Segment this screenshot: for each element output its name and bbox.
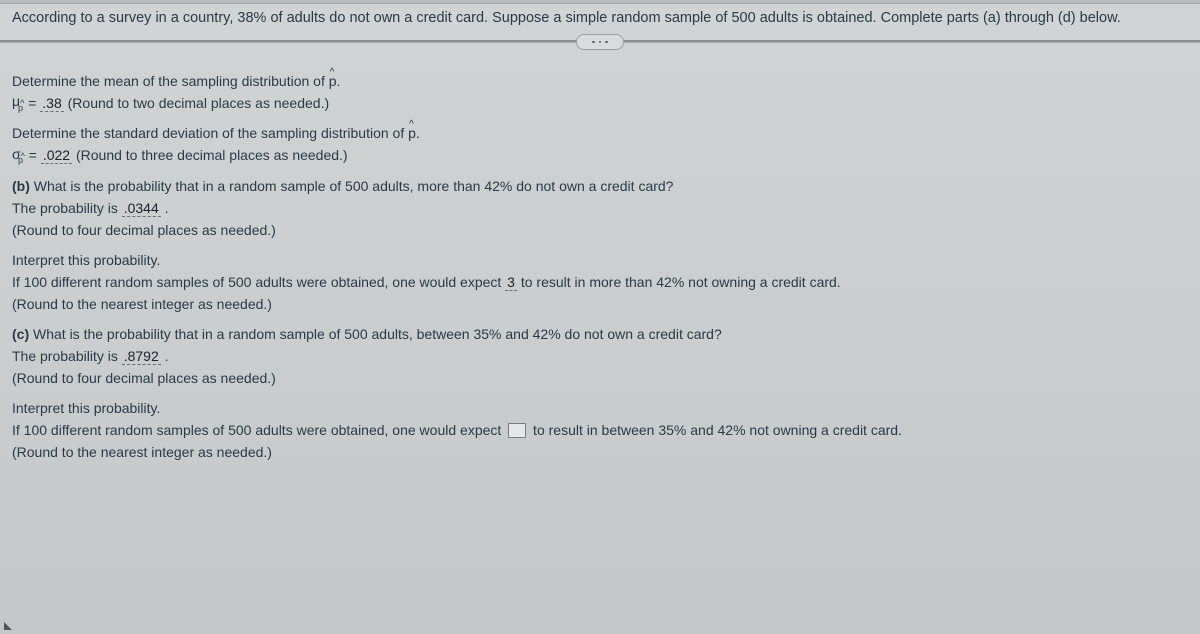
period: . — [161, 348, 169, 364]
question-content: Determine the mean of the sampling distr… — [0, 49, 1200, 470]
part-c-prob-answer[interactable]: .8792 — [122, 348, 161, 365]
prob-label: The probability is — [12, 200, 122, 216]
part-b-prob-answer[interactable]: .0344 — [122, 200, 161, 217]
period: . — [161, 200, 169, 216]
sd-prompt-text: Determine the standard deviation of the … — [12, 125, 408, 141]
sd-hint: (Round to three decimal places as needed… — [72, 147, 348, 163]
part-c-text: What is the probability that in a random… — [33, 326, 722, 342]
part-b-text: What is the probability that in a random… — [34, 178, 674, 194]
part-b-prob-line: The probability is .0344 . — [12, 200, 1188, 216]
interp-text-a: If 100 different random samples of 500 a… — [12, 274, 505, 290]
mean-prompt: Determine the mean of the sampling distr… — [12, 73, 1188, 89]
part-c-interpret-prompt: Interpret this probability. — [12, 400, 1188, 416]
interp-text-a: If 100 different random samples of 500 a… — [12, 422, 505, 438]
mean-prompt-text: Determine the mean of the sampling distr… — [12, 73, 329, 89]
part-c-interpret-line: If 100 different random samples of 500 a… — [12, 422, 1188, 439]
part-b-interp-answer[interactable]: 3 — [505, 274, 517, 291]
part-c-prob-line: The probability is .8792 . — [12, 348, 1188, 364]
sd-answer-line: σ^ p = .022 (Round to three decimal plac… — [12, 147, 1188, 163]
part-c-round-hint: (Round to four decimal places as needed.… — [12, 370, 1188, 386]
equals: = — [25, 147, 41, 163]
mean-hint: (Round to two decimal places as needed.) — [64, 95, 329, 111]
sigma-phat-symbol: σ^ p — [12, 150, 25, 164]
mu-phat-symbol: μ^ p — [12, 97, 24, 111]
expand-button[interactable] — [576, 34, 624, 50]
part-c-question: (c) What is the probability that in a ra… — [12, 326, 1188, 342]
interp-text-b: to result in between 35% and 42% not own… — [529, 422, 902, 438]
sd-prompt: Determine the standard deviation of the … — [12, 125, 1188, 141]
part-c-interp-input[interactable] — [508, 423, 526, 438]
prob-label: The probability is — [12, 348, 122, 364]
section-divider — [0, 42, 1200, 43]
equals: = — [24, 95, 40, 111]
part-c-interp-hint: (Round to the nearest integer as needed.… — [12, 444, 1188, 460]
part-b-interpret-prompt: Interpret this probability. — [12, 252, 1188, 268]
part-b-question: (b) What is the probability that in a ra… — [12, 178, 1188, 194]
mean-answer-line: μ^ p = .38 (Round to two decimal places … — [12, 95, 1188, 111]
p-hat-symbol: ^p — [329, 73, 337, 89]
part-b-interp-hint: (Round to the nearest integer as needed.… — [12, 296, 1188, 312]
part-b-interpret-line: If 100 different random samples of 500 a… — [12, 274, 1188, 290]
p-hat-symbol: ^p — [408, 125, 416, 141]
period: . — [416, 125, 420, 141]
period: . — [337, 73, 341, 89]
top-scrollbar[interactable] — [0, 0, 1200, 4]
interp-text-b: to result in more than 42% not owning a … — [517, 274, 841, 290]
part-b-round-hint: (Round to four decimal places as needed.… — [12, 222, 1188, 238]
mean-answer[interactable]: .38 — [40, 95, 63, 112]
part-b-label: (b) — [12, 178, 34, 194]
part-c-label: (c) — [12, 326, 33, 342]
corner-arrow-icon — [4, 622, 12, 630]
sd-answer[interactable]: .022 — [41, 147, 72, 164]
